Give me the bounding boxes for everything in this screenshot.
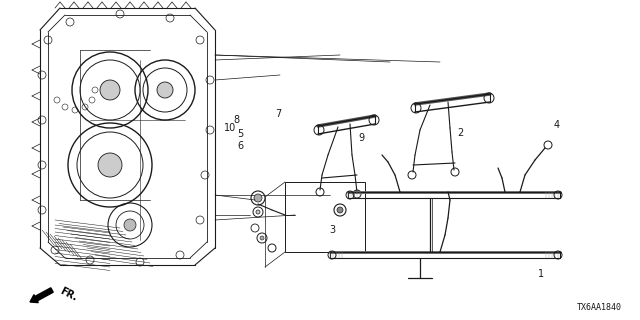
Circle shape	[98, 153, 122, 177]
Text: 3: 3	[330, 225, 336, 236]
Text: 7: 7	[275, 108, 282, 119]
Text: 2: 2	[458, 128, 464, 138]
FancyArrow shape	[30, 288, 53, 303]
Text: 10: 10	[224, 123, 237, 133]
Circle shape	[337, 207, 343, 213]
Circle shape	[124, 219, 136, 231]
Text: 6: 6	[237, 140, 243, 151]
Circle shape	[260, 236, 264, 240]
Text: 8: 8	[234, 115, 240, 125]
Circle shape	[157, 82, 173, 98]
Circle shape	[254, 194, 262, 202]
Text: 5: 5	[237, 129, 243, 140]
Text: 1: 1	[538, 268, 544, 279]
Text: 9: 9	[358, 132, 365, 143]
Bar	[285, 182, 365, 252]
Text: 4: 4	[554, 120, 560, 130]
Text: TX6AA1840: TX6AA1840	[577, 303, 622, 312]
Text: FR.: FR.	[58, 285, 79, 302]
Circle shape	[256, 210, 260, 214]
Circle shape	[100, 80, 120, 100]
